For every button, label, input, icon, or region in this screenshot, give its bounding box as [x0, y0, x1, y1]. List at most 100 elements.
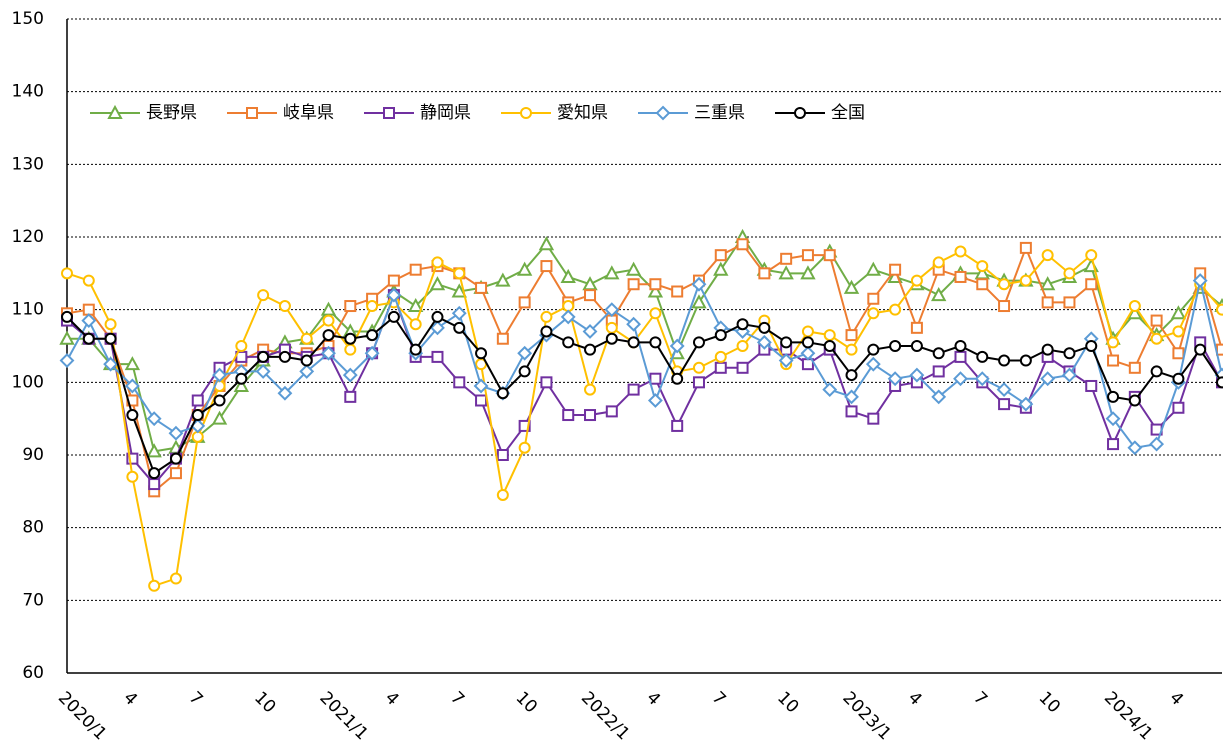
marker — [235, 372, 248, 385]
marker — [867, 343, 880, 356]
marker — [865, 261, 882, 276]
marker — [931, 389, 947, 405]
marker — [104, 318, 117, 331]
marker — [954, 270, 967, 283]
y-tick-label: 100 — [12, 372, 44, 392]
marker — [649, 307, 662, 320]
marker — [191, 394, 204, 407]
marker — [845, 405, 858, 418]
marker — [1063, 347, 1076, 360]
marker — [1216, 376, 1223, 389]
marker — [560, 268, 576, 283]
marker — [517, 345, 533, 361]
marker — [649, 278, 662, 291]
marker — [387, 274, 400, 287]
marker — [823, 329, 836, 342]
marker — [1192, 273, 1208, 289]
marker — [865, 356, 881, 372]
marker — [867, 292, 880, 305]
marker — [1085, 379, 1098, 392]
legend-label: 長野県 — [146, 103, 197, 123]
marker — [1041, 249, 1054, 262]
marker — [756, 334, 772, 350]
marker — [845, 329, 858, 342]
marker — [1150, 365, 1163, 378]
marker — [1150, 332, 1163, 345]
marker — [736, 340, 749, 352]
marker — [931, 287, 947, 302]
marker — [1170, 305, 1187, 320]
marker — [627, 278, 640, 291]
marker — [1041, 296, 1054, 309]
marker — [213, 394, 226, 407]
marker — [383, 107, 395, 119]
marker — [495, 272, 511, 287]
marker — [1172, 325, 1185, 338]
marker — [212, 367, 227, 383]
marker — [61, 267, 73, 280]
marker — [605, 405, 618, 418]
x-tick-label: 2023/1 — [838, 688, 894, 744]
marker — [649, 372, 662, 385]
marker — [1128, 300, 1141, 313]
marker — [126, 452, 139, 465]
marker — [1105, 411, 1121, 427]
marker — [387, 310, 400, 323]
y-tick-label: 60 — [22, 663, 44, 683]
marker — [692, 336, 705, 349]
marker — [409, 343, 422, 356]
marker — [475, 281, 488, 294]
marker — [889, 340, 902, 352]
y-tick-label: 70 — [22, 590, 44, 610]
x-tick-label: 4 — [1165, 688, 1187, 710]
marker — [82, 332, 95, 345]
marker — [366, 329, 379, 342]
marker — [496, 387, 509, 400]
marker — [246, 107, 258, 119]
marker — [823, 249, 836, 262]
marker — [82, 274, 95, 287]
x-tick-label: 4 — [904, 688, 926, 710]
marker — [1018, 396, 1034, 412]
marker — [344, 300, 357, 313]
x-tick-label: 10 — [1035, 688, 1064, 717]
marker — [560, 309, 576, 325]
marker — [996, 382, 1012, 398]
y-tick-label: 130 — [12, 154, 44, 174]
marker — [364, 345, 380, 361]
marker — [953, 371, 968, 387]
marker — [627, 383, 640, 396]
marker — [1085, 249, 1098, 262]
marker — [562, 336, 575, 349]
marker — [278, 350, 291, 363]
x-tick-label: 2020/1 — [54, 688, 110, 744]
marker — [1216, 303, 1223, 316]
marker — [233, 377, 250, 392]
marker — [584, 383, 597, 396]
x-tick-label: 2024/1 — [1100, 688, 1156, 744]
series — [61, 245, 1223, 592]
marker — [518, 441, 531, 454]
marker — [1107, 390, 1120, 403]
marker — [81, 313, 97, 328]
marker — [1107, 336, 1120, 349]
marker — [1041, 343, 1054, 356]
marker — [867, 307, 880, 320]
marker — [582, 324, 598, 339]
marker — [496, 332, 509, 345]
marker — [429, 276, 446, 291]
marker — [1085, 278, 1098, 291]
marker — [604, 302, 620, 318]
marker — [496, 449, 509, 461]
marker — [1172, 372, 1185, 385]
marker — [692, 361, 705, 374]
marker — [300, 354, 313, 367]
marker — [625, 261, 642, 276]
series — [59, 228, 1223, 458]
marker — [954, 245, 967, 258]
marker — [671, 285, 684, 298]
marker — [714, 350, 727, 363]
marker — [1107, 438, 1120, 451]
marker — [976, 350, 989, 363]
marker — [932, 365, 945, 378]
